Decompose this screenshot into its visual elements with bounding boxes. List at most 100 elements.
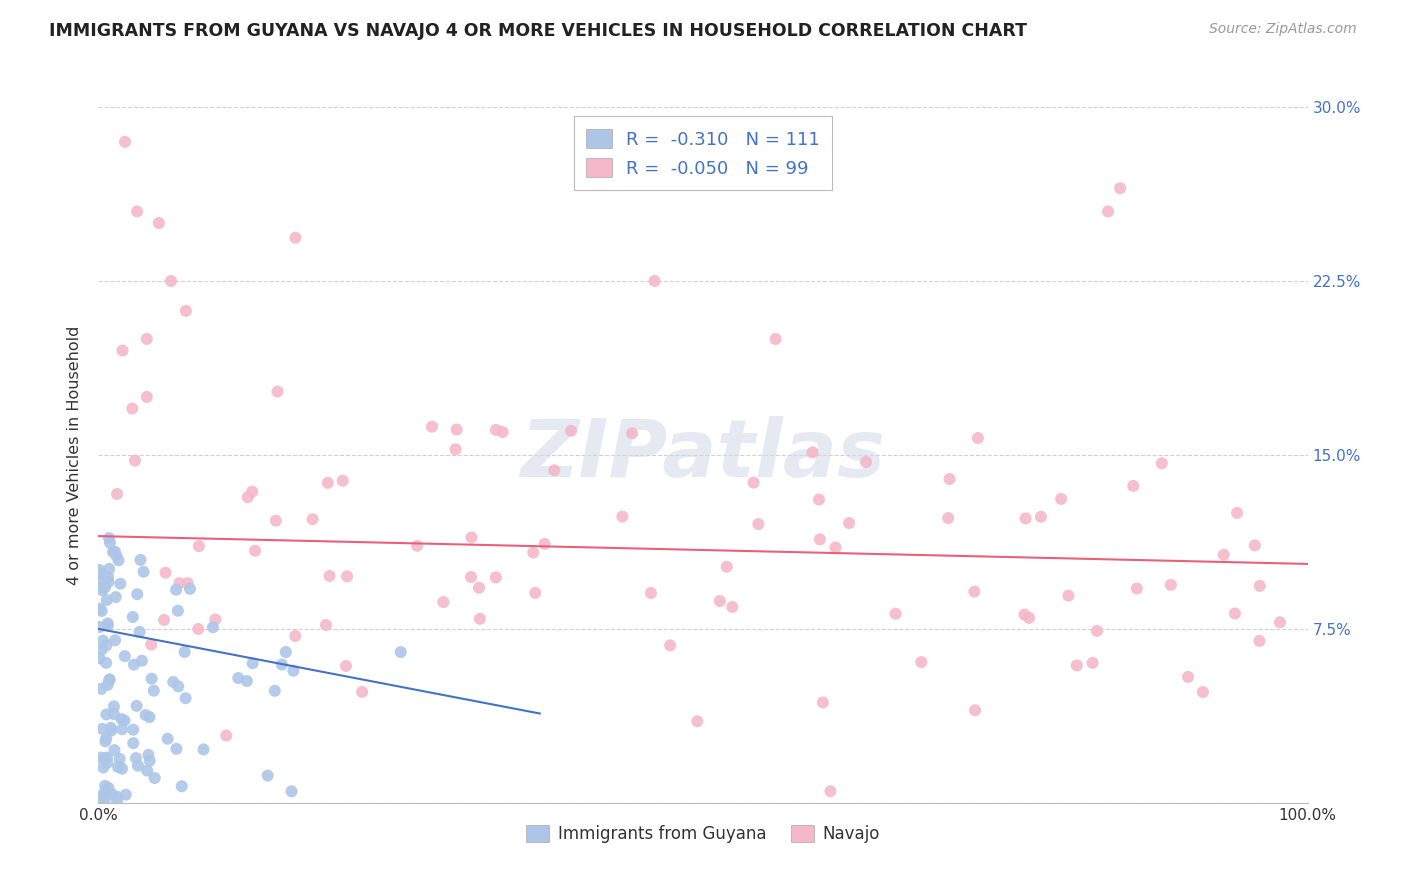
Point [808, 492, 831, 507]
Point [612, 509, 634, 524]
Point [103, 699, 125, 714]
Point [131, 654, 153, 668]
Point [97, 616, 120, 631]
Point [316, 475, 339, 490]
Point [1226, 506, 1249, 520]
Point [1243, 538, 1265, 552]
Point [89, 574, 111, 589]
Point [468, 612, 491, 626]
Point [110, 576, 132, 591]
Point [967, 431, 990, 445]
Point [1085, 624, 1108, 638]
Point [105, 794, 128, 808]
Point [173, 645, 195, 659]
Point [89, 793, 111, 807]
Point [240, 484, 263, 499]
Point [93, 789, 115, 804]
Point [89, 651, 111, 665]
Point [89, 750, 111, 764]
Point [174, 303, 197, 318]
Point [169, 576, 191, 591]
Point [91, 583, 114, 598]
Point [94, 734, 117, 748]
Point [98, 535, 121, 549]
Point [811, 696, 834, 710]
Point [187, 539, 209, 553]
Point [332, 474, 354, 488]
Point [104, 544, 127, 558]
Point [820, 784, 842, 798]
Point [228, 671, 250, 685]
Point [98, 531, 121, 545]
Point [1029, 509, 1052, 524]
Point [533, 537, 555, 551]
Point [801, 445, 824, 459]
Point [94, 580, 117, 594]
Point [215, 729, 238, 743]
Point [91, 722, 114, 736]
Point [138, 754, 160, 768]
Point [165, 582, 187, 597]
Point [1014, 607, 1036, 622]
Point [1268, 615, 1291, 630]
Point [204, 612, 226, 626]
Point [420, 419, 443, 434]
Point [125, 751, 148, 765]
Point [485, 570, 508, 584]
Point [963, 584, 986, 599]
Point [100, 723, 122, 738]
Point [266, 384, 288, 399]
Point [97, 618, 120, 632]
Point [114, 135, 136, 149]
Point [236, 673, 259, 688]
Point [491, 425, 513, 439]
Point [174, 691, 197, 706]
Point [141, 638, 163, 652]
Point [1109, 181, 1132, 195]
Point [122, 723, 145, 737]
Point [1066, 658, 1088, 673]
Point [301, 512, 323, 526]
Point [91, 633, 114, 648]
Point [138, 747, 160, 762]
Point [315, 618, 337, 632]
Point [936, 511, 959, 525]
Point [201, 620, 224, 634]
Point [89, 563, 111, 577]
Point [560, 424, 582, 438]
Point [93, 794, 115, 808]
Point [1192, 685, 1215, 699]
Point [855, 455, 877, 469]
Point [284, 231, 307, 245]
Point [1177, 670, 1199, 684]
Point [98, 673, 121, 687]
Point [114, 714, 136, 728]
Point [742, 475, 765, 490]
Text: Source: ZipAtlas.com: Source: ZipAtlas.com [1209, 22, 1357, 37]
Point [721, 599, 744, 614]
Point [122, 657, 145, 672]
Point [96, 593, 118, 607]
Point [96, 750, 118, 764]
Point [709, 594, 731, 608]
Point [156, 731, 179, 746]
Point [94, 751, 117, 765]
Point [1050, 491, 1073, 506]
Point [111, 723, 134, 737]
Point [89, 601, 111, 615]
Point [1122, 479, 1144, 493]
Point [155, 566, 177, 580]
Point [406, 539, 429, 553]
Point [446, 423, 468, 437]
Point [236, 490, 259, 504]
Point [108, 752, 131, 766]
Point [93, 786, 115, 800]
Point [543, 463, 565, 477]
Point [460, 530, 482, 544]
Point [105, 549, 128, 563]
Point [103, 743, 125, 757]
Point [104, 590, 127, 604]
Point [910, 655, 932, 669]
Point [280, 784, 302, 798]
Point [765, 332, 787, 346]
